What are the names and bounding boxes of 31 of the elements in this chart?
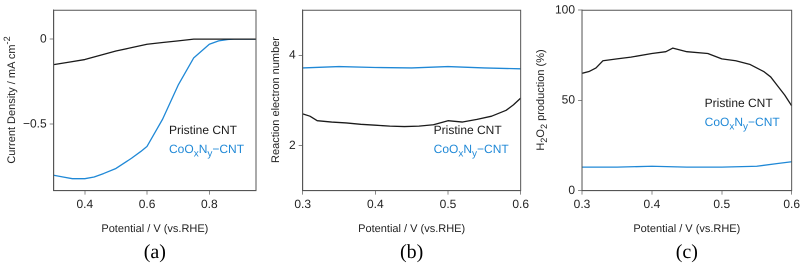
x-tick-label: 0.4 — [366, 197, 384, 212]
text: CoO$_{x}$N$_{y}$−CNT — [704, 114, 780, 134]
x-tick-label: 0.5 — [713, 197, 730, 212]
series-label: Pristine CNT — [704, 94, 774, 112]
x-tick-label: 0.3 — [574, 197, 591, 212]
y-tick-label: 50 — [562, 92, 576, 107]
x-axis-title: Potential / V (vs.RHE) — [358, 222, 466, 235]
x-tick-label: 0.4 — [644, 197, 661, 212]
x-tick-label: 0.5 — [440, 197, 457, 212]
x-tick-label: 0.3 — [294, 197, 312, 212]
x-tick-label: 0.6 — [783, 197, 800, 212]
text: CoO$_{x}$N$_{y}$−CNT — [434, 140, 509, 161]
x-tick-label: 0.8 — [200, 197, 218, 212]
x-tick-label: 0.4 — [76, 197, 94, 212]
series-label: CoO$_{x}$N$_{y}$−CNT — [169, 140, 244, 161]
x-axis-title: Potential / V (vs.RHE) — [101, 222, 208, 235]
series-label: Pristine CNT — [434, 122, 503, 139]
y-tick-label: 100 — [554, 2, 576, 17]
text: (b) — [400, 240, 424, 264]
text: Pristine CNT — [169, 122, 238, 139]
y-axis-title: Reaction electron number — [270, 37, 282, 164]
x-tick-label: 0.6 — [138, 197, 156, 212]
x-axis-title: Potential / V (vs.RHE) — [633, 222, 740, 235]
y-tick-label: 0 — [40, 31, 47, 46]
y-tick-label: 4 — [288, 48, 296, 62]
text: (c) — [676, 240, 698, 264]
y-tick-label: 2 — [288, 138, 296, 152]
text: (a) — [144, 240, 166, 264]
y-tick-label: 0 — [568, 182, 576, 197]
x-tick-label: 0.6 — [512, 197, 530, 212]
y-tick-label: −0.5 — [22, 116, 47, 131]
